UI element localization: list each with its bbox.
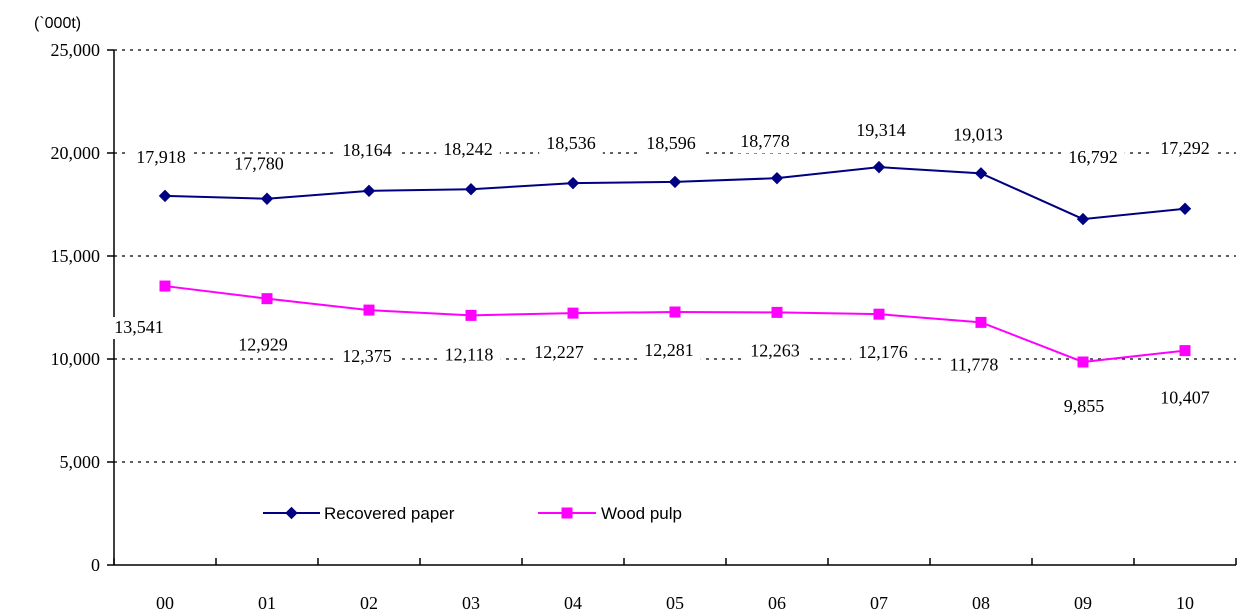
data-label-bg <box>231 334 295 357</box>
x-tick-label: 08 <box>972 593 990 613</box>
data-label: 11,778 <box>950 354 999 374</box>
data-label: 13,541 <box>114 317 164 337</box>
x-tick-label: 09 <box>1074 593 1092 613</box>
y-tick-label: 0 <box>91 555 100 575</box>
axes <box>107 49 1237 566</box>
data-label-bg <box>743 340 807 363</box>
data-point <box>668 175 682 189</box>
legend-marker <box>561 507 573 519</box>
series-recovered-paper <box>158 160 1192 226</box>
data-label: 12,227 <box>534 342 584 362</box>
data-label-bg <box>946 124 1010 147</box>
data-point <box>566 176 580 190</box>
data-label: 12,375 <box>342 346 392 366</box>
data-label: 12,118 <box>445 344 494 364</box>
data-label-bg <box>942 354 1006 377</box>
y-tick-label: 10,000 <box>51 349 101 369</box>
data-point <box>260 192 274 205</box>
data-label-bg <box>1153 387 1217 410</box>
data-point <box>873 308 885 320</box>
data-point <box>1076 212 1090 226</box>
data-point <box>1178 202 1192 215</box>
legend-label: Recovered paper <box>324 504 455 523</box>
series-layer <box>158 160 1192 368</box>
data-label: 16,792 <box>1068 147 1118 167</box>
data-label-bg <box>637 340 701 363</box>
data-label: 18,778 <box>740 131 790 151</box>
x-tick-label: 06 <box>768 593 786 613</box>
data-point <box>872 160 886 174</box>
legend: Recovered paper Wood pulp <box>263 504 682 523</box>
y-tick-labels: 0 5,000 10,000 15,000 20,000 25,000 <box>51 40 101 575</box>
data-label-bg <box>733 131 797 154</box>
data-label: 12,281 <box>644 340 694 360</box>
data-label: 12,176 <box>858 342 908 362</box>
data-point <box>1077 356 1089 368</box>
data-label: 10,407 <box>1160 388 1210 408</box>
legend-marker <box>285 506 298 520</box>
data-label-bg <box>437 344 501 367</box>
data-label-bg <box>335 346 399 369</box>
data-label: 9,855 <box>1064 396 1105 416</box>
data-label-bg <box>335 139 399 162</box>
series-wood-pulp <box>159 280 1191 368</box>
data-point <box>159 280 171 292</box>
data-label: 19,013 <box>953 124 1003 144</box>
data-label-bg <box>107 317 171 340</box>
data-point <box>158 189 172 203</box>
data-label-bg <box>639 132 703 155</box>
x-tick-label: 10 <box>1176 593 1194 613</box>
legend-item: Recovered paper <box>263 504 455 523</box>
x-tick-label: 00 <box>156 593 174 613</box>
data-label-bg <box>436 139 500 162</box>
legend-label: Wood pulp <box>601 504 682 523</box>
data-point <box>974 167 988 180</box>
x-tick-labels: 00 01 02 03 04 05 06 07 08 09 10 <box>156 593 1194 613</box>
data-label-bg <box>1153 137 1217 160</box>
data-point <box>464 183 478 196</box>
y-tick-label: 5,000 <box>60 452 101 472</box>
data-label: 18,242 <box>443 139 493 159</box>
legend-item: Wood pulp <box>538 504 682 523</box>
data-label: 17,780 <box>234 154 284 174</box>
data-point <box>363 304 375 316</box>
x-tick-label: 04 <box>564 593 582 613</box>
y-tick-label: 20,000 <box>51 143 101 163</box>
data-point <box>362 184 376 198</box>
data-label: 12,263 <box>750 340 800 360</box>
data-label: 17,918 <box>136 147 186 167</box>
data-label: 18,164 <box>342 140 392 160</box>
data-point <box>261 293 273 305</box>
x-tick-label: 05 <box>666 593 684 613</box>
data-point <box>770 171 784 185</box>
y-tick-label: 15,000 <box>51 246 101 266</box>
data-labels: 17,918 17,780 18,164 18,242 18,536 18,596 18,7… <box>107 120 1217 418</box>
data-point <box>669 306 681 318</box>
data-label: 18,536 <box>546 133 596 153</box>
data-label: 19,314 <box>856 120 906 140</box>
data-label: 12,929 <box>238 335 288 355</box>
data-label-bg <box>1061 147 1125 170</box>
data-label-bg <box>849 120 913 143</box>
data-label-bg <box>539 133 603 156</box>
data-label: 17,292 <box>1160 138 1210 158</box>
x-tick-label: 02 <box>360 593 378 613</box>
data-point <box>567 307 579 319</box>
data-point <box>465 309 477 321</box>
x-tick-label: 03 <box>462 593 480 613</box>
data-label-bg <box>1057 395 1111 418</box>
data-label-bg <box>129 146 193 169</box>
x-tick-label: 07 <box>870 593 888 613</box>
y-unit-label: (`000t) <box>34 15 81 32</box>
x-tick-label: 01 <box>258 593 276 613</box>
data-label: 18,596 <box>646 133 696 153</box>
data-point <box>771 306 783 318</box>
data-label-bg <box>527 342 591 365</box>
y-tick-label: 25,000 <box>51 40 101 60</box>
data-point <box>1179 345 1191 357</box>
data-point <box>975 316 987 328</box>
data-label-bg <box>851 342 915 365</box>
data-label-bg <box>227 153 291 176</box>
